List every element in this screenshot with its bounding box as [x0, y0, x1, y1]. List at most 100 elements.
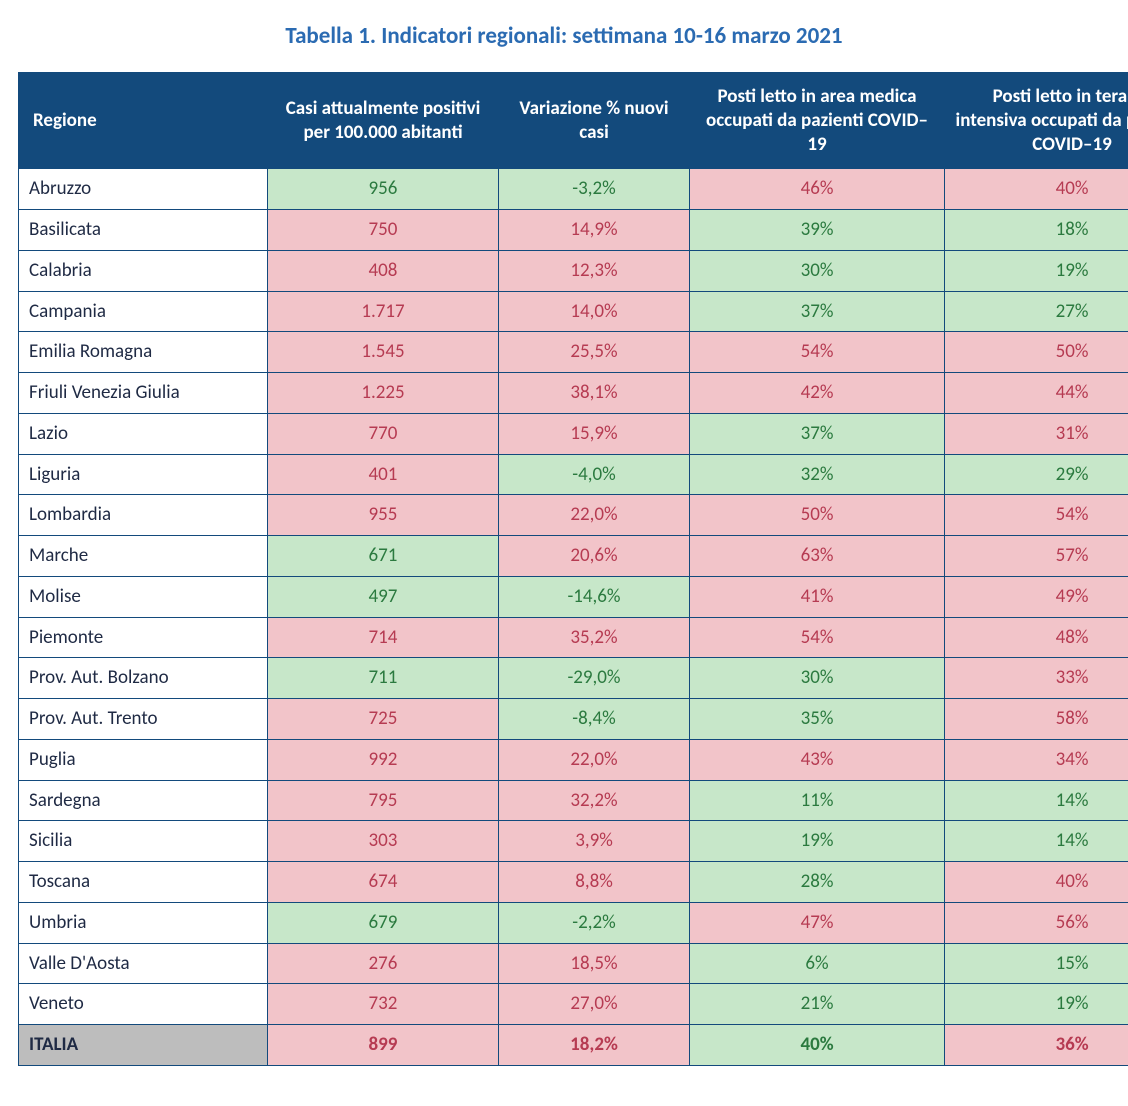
table-total-row: ITALIA89918,2%40%36% [19, 1025, 1128, 1066]
cell-variazione: 15,9% [499, 413, 690, 454]
table-row: Sardegna79532,2%11%14% [19, 780, 1128, 821]
cell-casi: 725 [268, 699, 499, 740]
table-row: Prov. Aut. Bolzano711-29,0%30%33% [19, 658, 1128, 699]
cell-casi-total: 899 [268, 1025, 499, 1066]
cell-casi: 770 [268, 413, 499, 454]
cell-posti-area-medica: 39% [690, 210, 945, 251]
table-title: Tabella 1. Indicatori regionali: settima… [18, 22, 1110, 50]
cell-casi: 732 [268, 984, 499, 1025]
cell-variazione: -3,2% [499, 169, 690, 210]
cell-posti-terapia-intensiva: 19% [945, 250, 1128, 291]
cell-posti-terapia-intensiva: 34% [945, 739, 1128, 780]
cell-posti-area-medica: 30% [690, 658, 945, 699]
cell-posti-area-medica-total: 40% [690, 1025, 945, 1066]
cell-variazione: -8,4% [499, 699, 690, 740]
cell-casi: 711 [268, 658, 499, 699]
cell-posti-area-medica: 30% [690, 250, 945, 291]
table-header-row: Regione Casi attualmente positivi per 10… [19, 73, 1128, 169]
cell-posti-area-medica: 19% [690, 821, 945, 862]
cell-variazione: 14,9% [499, 210, 690, 251]
region-name: Valle D'Aosta [19, 943, 268, 984]
region-name: Liguria [19, 454, 268, 495]
cell-posti-area-medica: 37% [690, 291, 945, 332]
region-name: Molise [19, 576, 268, 617]
cell-casi: 956 [268, 169, 499, 210]
cell-casi: 750 [268, 210, 499, 251]
cell-posti-area-medica: 28% [690, 862, 945, 903]
region-name: Lazio [19, 413, 268, 454]
cell-casi: 674 [268, 862, 499, 903]
table-row: Sicilia3033,9%19%14% [19, 821, 1128, 862]
cell-variazione: 38,1% [499, 373, 690, 414]
cell-posti-terapia-intensiva: 15% [945, 943, 1128, 984]
cell-posti-terapia-intensiva: 50% [945, 332, 1128, 373]
cell-posti-area-medica: 6% [690, 943, 945, 984]
cell-casi: 303 [268, 821, 499, 862]
cell-posti-area-medica: 47% [690, 902, 945, 943]
table-row: Lombardia95522,0%50%54% [19, 495, 1128, 536]
table-row: Basilicata75014,9%39%18% [19, 210, 1128, 251]
cell-posti-area-medica: 35% [690, 699, 945, 740]
cell-variazione: 32,2% [499, 780, 690, 821]
cell-posti-area-medica: 46% [690, 169, 945, 210]
cell-variazione: 25,5% [499, 332, 690, 373]
table-row: Toscana6748,8%28%40% [19, 862, 1128, 903]
cell-posti-terapia-intensiva: 14% [945, 821, 1128, 862]
cell-variazione: 27,0% [499, 984, 690, 1025]
table-row: Abruzzo956-3,2%46%40% [19, 169, 1128, 210]
cell-casi: 497 [268, 576, 499, 617]
cell-casi: 1.225 [268, 373, 499, 414]
cell-variazione: 18,5% [499, 943, 690, 984]
table-row: Valle D'Aosta27618,5%6%15% [19, 943, 1128, 984]
table-row: Prov. Aut. Trento725-8,4%35%58% [19, 699, 1128, 740]
cell-variazione: -2,2% [499, 902, 690, 943]
cell-posti-terapia-intensiva-total: 36% [945, 1025, 1128, 1066]
table-row: Marche67120,6%63%57% [19, 536, 1128, 577]
cell-casi: 795 [268, 780, 499, 821]
cell-variazione: 22,0% [499, 495, 690, 536]
cell-posti-area-medica: 54% [690, 617, 945, 658]
cell-variazione: -14,6% [499, 576, 690, 617]
table-row: Liguria401-4,0%32%29% [19, 454, 1128, 495]
region-name: Toscana [19, 862, 268, 903]
cell-posti-terapia-intensiva: 29% [945, 454, 1128, 495]
cell-posti-terapia-intensiva: 19% [945, 984, 1128, 1025]
region-name: Friuli Venezia Giulia [19, 373, 268, 414]
cell-posti-area-medica: 11% [690, 780, 945, 821]
cell-posti-area-medica: 43% [690, 739, 945, 780]
cell-posti-terapia-intensiva: 18% [945, 210, 1128, 251]
table-row: Puglia99222,0%43%34% [19, 739, 1128, 780]
table-body: Abruzzo956-3,2%46%40%Basilicata75014,9%3… [19, 169, 1128, 1066]
cell-variazione: 22,0% [499, 739, 690, 780]
region-name: Prov. Aut. Trento [19, 699, 268, 740]
cell-casi: 401 [268, 454, 499, 495]
region-name: Sardegna [19, 780, 268, 821]
col-header-posti-terapia-intensiva: Posti letto in terapia intensiva occupat… [945, 73, 1128, 169]
col-header-casi: Casi attualmente positivi per 100.000 ab… [268, 73, 499, 169]
cell-posti-terapia-intensiva: 27% [945, 291, 1128, 332]
cell-variazione: -4,0% [499, 454, 690, 495]
region-name: Calabria [19, 250, 268, 291]
cell-posti-terapia-intensiva: 14% [945, 780, 1128, 821]
region-name: Sicilia [19, 821, 268, 862]
region-name: Basilicata [19, 210, 268, 251]
col-header-regione: Regione [19, 73, 268, 169]
table-row: Veneto73227,0%21%19% [19, 984, 1128, 1025]
cell-casi: 1.717 [268, 291, 499, 332]
cell-posti-area-medica: 32% [690, 454, 945, 495]
cell-variazione-total: 18,2% [499, 1025, 690, 1066]
cell-posti-area-medica: 21% [690, 984, 945, 1025]
table-row: Umbria679-2,2%47%56% [19, 902, 1128, 943]
cell-variazione: 14,0% [499, 291, 690, 332]
cell-posti-terapia-intensiva: 49% [945, 576, 1128, 617]
cell-posti-terapia-intensiva: 48% [945, 617, 1128, 658]
table-row: Emilia Romagna1.54525,5%54%50% [19, 332, 1128, 373]
region-name: Veneto [19, 984, 268, 1025]
cell-posti-terapia-intensiva: 40% [945, 169, 1128, 210]
table-row: Calabria40812,3%30%19% [19, 250, 1128, 291]
cell-casi: 955 [268, 495, 499, 536]
region-name: Puglia [19, 739, 268, 780]
region-name: Campania [19, 291, 268, 332]
cell-casi: 671 [268, 536, 499, 577]
cell-posti-area-medica: 63% [690, 536, 945, 577]
